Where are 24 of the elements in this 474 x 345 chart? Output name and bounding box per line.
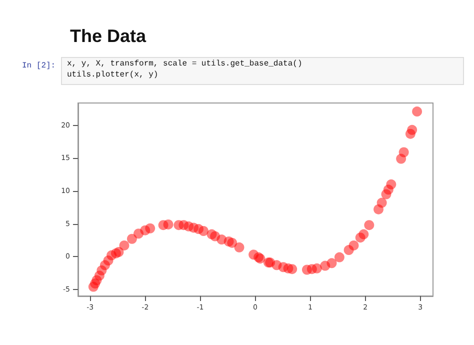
point xyxy=(386,179,396,190)
point xyxy=(326,258,337,268)
point xyxy=(287,264,298,274)
point xyxy=(234,242,244,252)
point xyxy=(348,240,359,250)
point xyxy=(114,247,124,258)
point xyxy=(358,229,369,240)
point xyxy=(163,219,174,230)
text: In [2]: xyxy=(22,62,56,70)
point xyxy=(198,226,208,236)
chart-title: The Data xyxy=(70,26,148,46)
text: x, y, X, transform, scale = utils.get_base_data() xyxy=(67,60,302,68)
point xyxy=(126,234,137,244)
point xyxy=(376,198,387,208)
point xyxy=(407,124,418,135)
point xyxy=(398,147,409,158)
point xyxy=(312,263,322,274)
point xyxy=(334,252,344,262)
point xyxy=(227,238,238,248)
point xyxy=(145,223,156,234)
text: utils.plotter(x, y) xyxy=(67,70,158,80)
point xyxy=(412,106,422,117)
point xyxy=(119,240,130,250)
point xyxy=(364,220,374,230)
